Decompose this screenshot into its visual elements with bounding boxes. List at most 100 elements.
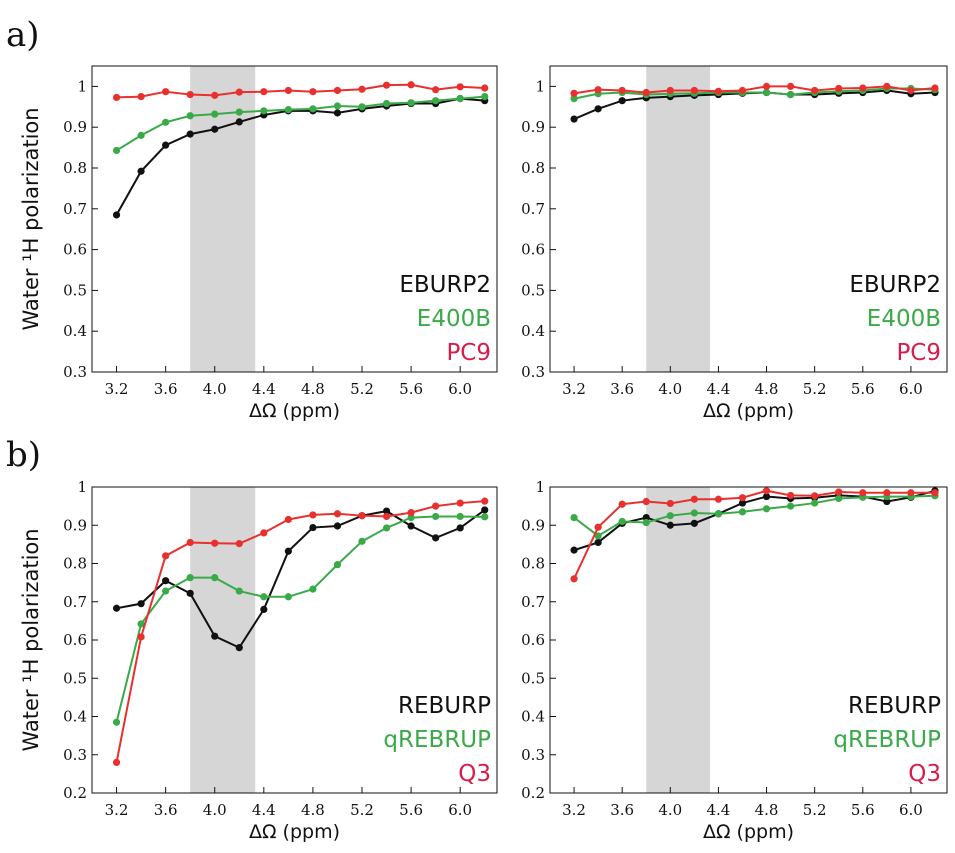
data-point-Q3 [211,539,219,547]
data-point-qREBRUP [407,514,415,522]
legend-entry-qREBRUP: qREBRUP [383,727,491,753]
data-point-PC9 [407,81,415,89]
data-point-E400B [407,99,415,107]
data-point-REBURP [235,644,243,652]
data-point-Q3 [762,487,771,495]
data-point-REBURP [137,600,145,608]
data-point-qREBRUP [787,502,795,510]
data-point-PC9 [112,93,121,102]
data-point-qREBRUP [835,494,843,503]
data-point-E400B [382,99,391,108]
data-point-Q3 [309,511,317,519]
data-point-Q3 [137,633,145,641]
data-point-EBURP2 [618,97,626,105]
data-point-REBURP [260,605,268,614]
x-tick-label: 3.2 [105,380,129,398]
data-point-PC9 [284,86,292,95]
data-point-Q3 [931,489,939,497]
x-tick-label: 6.0 [448,801,472,819]
x-tick-label: 4.4 [706,380,730,398]
series-line-REBURP [573,489,936,552]
data-point-REBURP [481,506,489,514]
series-line-qREBRUP [115,515,485,723]
y-tick-label: 0.3 [521,363,545,381]
y-tick-label: 0.4 [521,322,545,340]
data-point-EBURP2 [333,109,342,117]
x-tick-label: 5.6 [851,801,875,819]
data-point-REBURP [883,497,891,506]
shaded-region [646,66,711,372]
legend-entry-REBURP: REBURP [848,693,941,719]
data-point-E400B [284,106,292,114]
data-point-Q3 [642,497,650,506]
y-tick-label: 0.5 [521,669,545,687]
data-point-qREBRUP [186,574,194,582]
data-point-Q3 [112,758,121,767]
data-point-PC9 [859,84,867,92]
legend-entry-qREBRUP: qREBRUP [833,727,941,753]
data-point-qREBRUP [714,510,723,518]
x-tick-label: 3.6 [154,801,178,819]
y-axis-label: Water ¹H polarization [19,107,43,330]
x-tick-label: 5.6 [399,380,423,398]
legend-entry-REBURP: REBURP [398,693,491,719]
data-point-qREBRUP [333,561,342,569]
x-tick-label: 4.8 [755,801,779,819]
data-point-REBURP [456,524,464,532]
data-point-REBURP [112,604,121,612]
data-point-Q3 [358,512,366,520]
data-point-E400B [432,97,440,105]
y-tick-label: 0.7 [63,200,87,218]
data-point-REBURP [762,492,771,501]
data-point-E400B [137,131,145,139]
x-tick-label: 3.2 [562,380,586,398]
data-point-PC9 [811,86,819,95]
data-point-EBURP2 [137,167,145,175]
x-tick-label: 3.2 [562,801,586,819]
data-point-Q3 [382,512,391,521]
data-point-REBURP [186,589,194,597]
y-tick-label: 0.9 [63,516,87,534]
y-tick-label: 0.6 [63,631,87,649]
series-line-qREBRUP [573,494,936,538]
y-tick-label: 0.3 [63,746,87,764]
data-point-qREBRUP [309,585,317,593]
data-point-PC9 [358,85,366,93]
y-tick-label: 0.4 [521,708,545,726]
data-point-E400B [456,95,464,103]
data-point-E400B [235,108,243,116]
data-point-PC9 [137,93,145,101]
data-point-PC9 [835,84,843,93]
y-tick-label: 1 [535,77,545,95]
data-point-E400B [787,90,795,99]
data-point-qREBRUP [382,524,391,532]
legend-entry-Q3: Q3 [908,761,941,787]
data-point-PC9 [481,84,489,92]
y-tick-label: 0.5 [63,281,87,299]
y-tick-label: 1 [77,478,87,496]
data-point-E400B [570,95,578,103]
data-point-Q3 [260,529,268,537]
data-point-E400B [211,110,219,118]
data-point-REBURP [382,507,391,515]
legend-entry-PC9: PC9 [446,340,491,366]
data-point-qREBRUP [211,574,219,582]
legend-entry-E400B: E400B [867,306,941,332]
data-point-PC9 [618,86,626,95]
series-line-E400B [573,87,936,100]
data-point-qREBRUP [762,505,771,513]
data-point-EBURP2 [594,105,602,113]
data-point-REBURP [738,499,747,507]
series-line-REBURP [116,509,486,649]
chart-a-right: 0.3 0.4 0.5 0.6 0.7 0.8 0.9 1 3.2 3.6 4.0 4.4 4.8 5.2… [521,65,948,422]
data-point-PC9 [432,86,440,94]
y-tick-label: 0.4 [63,708,87,726]
data-point-qREBRUP [358,537,366,545]
series-line-EBURP2 [115,97,485,216]
x-tick-label: 4.4 [252,380,276,398]
series-line-Q3 [573,489,935,580]
data-point-PC9 [594,86,602,94]
y-tick-label: 0.9 [521,118,545,136]
data-point-Q3 [883,489,891,497]
panel-label-b: b) [6,435,41,475]
